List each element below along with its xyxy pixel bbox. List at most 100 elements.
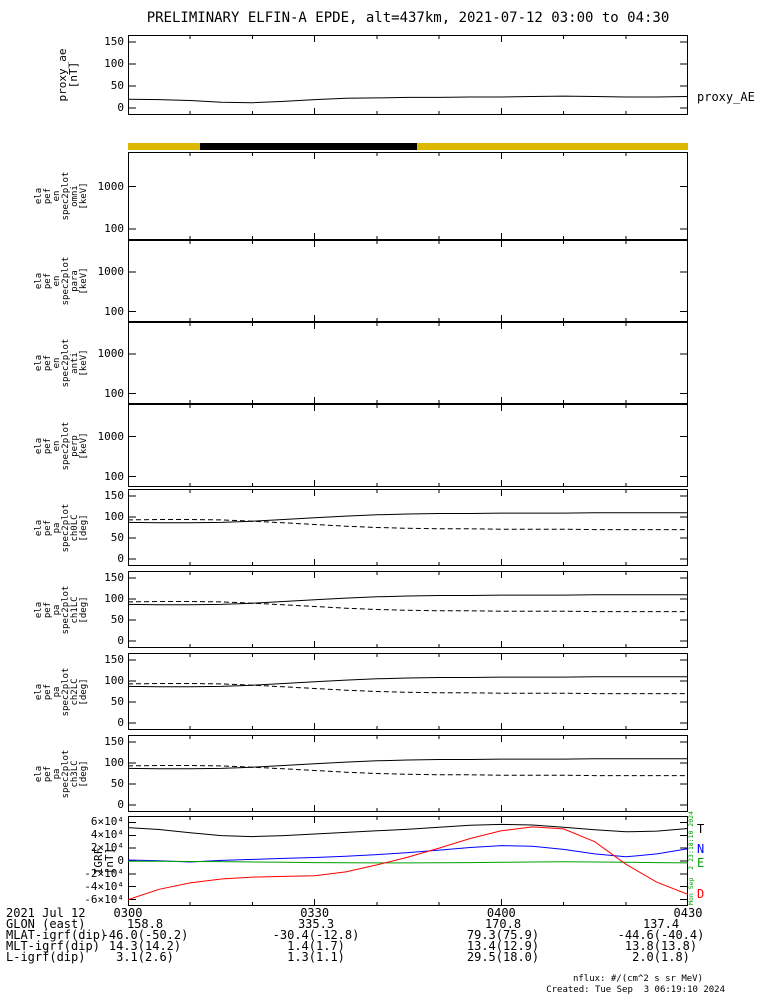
footer-value: 158.8 — [126, 917, 164, 931]
x-tick-label: 0330 — [300, 906, 330, 920]
panel-pa_ch0 — [128, 489, 688, 566]
panel-en_anti — [128, 322, 688, 404]
x-tick-label: 0400 — [486, 906, 516, 920]
y-tick-label: 150 — [104, 489, 124, 502]
y-tick-label: 100 — [104, 756, 124, 769]
panel-en_perp — [128, 404, 688, 487]
y-axis-label-en_para: ela pef en spec2plot para [keV] — [34, 256, 89, 306]
series-label-D: D — [697, 887, 705, 901]
y-tick-label: 6×10⁴ — [90, 815, 124, 828]
pa_ch1-anti-loss-cone-line — [128, 601, 688, 613]
y-axis-label-igrf: IGRF [nT] — [92, 847, 116, 875]
y-tick-label: 1000 — [97, 265, 125, 278]
en_para-plot-canvas — [128, 240, 688, 322]
footer-row-label: L-igrf(dip) — [6, 950, 86, 964]
panel-frame — [128, 404, 688, 487]
date-label: 2021 Jul 12 — [6, 906, 86, 920]
y-tick-label: 150 — [104, 653, 124, 666]
y-axis-label-en_perp: ela pef en spec2plot perp [keV] — [34, 421, 89, 470]
series-label-T: T — [697, 822, 705, 836]
y-tick-label: 0 — [117, 798, 124, 811]
panel-frame — [128, 240, 688, 322]
panel-pa_ch2 — [128, 653, 688, 730]
footer-value: -44.6(-40.4) — [617, 928, 705, 942]
side-timestamp: Mon Sep 2 23:18:10 2024 — [687, 811, 695, 905]
en_perp-plot-canvas — [128, 404, 688, 487]
panel-frame — [128, 489, 688, 566]
pa_ch1-plot-canvas — [128, 571, 688, 648]
plot-title: PRELIMINARY ELFIN-A EPDE, alt=437km, 202… — [146, 10, 670, 26]
igrf-plot-canvas — [128, 816, 688, 906]
footer-value: 2.0(1.8) — [632, 950, 690, 964]
y-axis-label-en_anti: ela pef en spec2plot anti [keV] — [34, 338, 89, 388]
footer-value: 137.4 — [642, 917, 680, 931]
y-tick-label: 150 — [104, 571, 124, 584]
igrf-D-line — [128, 826, 688, 901]
en_omni-plot-canvas — [128, 152, 688, 240]
panel-frame — [128, 35, 688, 115]
proxy_ae-proxy_AE-line — [128, 95, 688, 104]
y-axis-label-pa_ch2: ela pef pa spec2plot ch2LC [deg] — [34, 667, 89, 716]
y-tick-label: 4×10⁴ — [90, 828, 124, 841]
panel-pa_ch3 — [128, 735, 688, 812]
y-tick-label: 50 — [110, 695, 124, 708]
footer-value: 13.8(13.8) — [624, 939, 698, 953]
panel-pa_ch1 — [128, 571, 688, 648]
footer-value: 13.4(12.9) — [466, 939, 540, 953]
y-tick-label: 100 — [104, 222, 124, 235]
orbit-status-bar — [128, 143, 688, 150]
igrf-T-line — [128, 823, 688, 838]
footer-row-label: GLON (east) — [6, 917, 86, 931]
pa_ch2-anti-loss-cone-line — [128, 683, 688, 695]
panel-en_para — [128, 240, 688, 322]
x-tick-label: 0300 — [113, 906, 143, 920]
proxy_ae-plot-canvas — [128, 35, 688, 115]
y-tick-label: 0 — [117, 634, 124, 647]
created-timestamp: Created: Tue Sep 3 06:19:10 2024 — [546, 985, 725, 995]
y-axis-label-pa_ch0: ela pef pa spec2plot ch0LC [deg] — [34, 503, 89, 552]
pa_ch2-loss-cone-line — [128, 676, 688, 688]
y-axis-label-pa_ch1: ela pef pa spec2plot ch1LC [deg] — [34, 585, 89, 634]
y-axis-label-en_omni: ela pef en spec2plot omni [keV] — [34, 171, 89, 221]
panel-frame — [128, 735, 688, 812]
footer-row-label: MLAT-igrf(dip) — [6, 928, 108, 942]
y-tick-label: 1000 — [97, 430, 125, 443]
status-bar-segment — [200, 143, 417, 150]
pa_ch0-plot-canvas — [128, 489, 688, 566]
series-label-E: E — [697, 856, 705, 870]
panel-right-label: proxy_AE — [697, 90, 755, 104]
panel-frame — [128, 322, 688, 404]
footer-value: 1.3(1.1) — [287, 950, 345, 964]
y-tick-label: 150 — [104, 35, 124, 48]
y-tick-label: 100 — [104, 510, 124, 523]
pa_ch3-plot-canvas — [128, 735, 688, 812]
footer-value: 1.4(1.7) — [287, 939, 345, 953]
y-tick-label: 0 — [117, 854, 124, 867]
y-axis-label-proxy_ae: proxy_ae [nT] — [56, 48, 80, 102]
panel-proxy_ae — [128, 35, 688, 115]
y-tick-label: 100 — [104, 674, 124, 687]
pa_ch3-loss-cone-line — [128, 758, 688, 770]
y-tick-label: 0 — [117, 552, 124, 565]
y-tick-label: 100 — [104, 305, 124, 318]
pa_ch0-loss-cone-line — [128, 512, 688, 524]
x-tick-label: 0430 — [673, 906, 703, 920]
footer-value: 79.3(75.9) — [466, 928, 540, 942]
y-axis-label-pa_ch3: ela pef pa spec2plot ch3LC [deg] — [34, 749, 89, 798]
status-bar-segment — [128, 143, 201, 150]
nflux-units-note: nflux: #/(cm^2 s sr MeV) — [572, 974, 703, 984]
pa_ch1-loss-cone-line — [128, 594, 688, 606]
pa_ch2-plot-canvas — [128, 653, 688, 730]
footer-row-label: MLT-igrf(dip) — [6, 939, 100, 953]
y-tick-label: 100 — [104, 470, 124, 483]
footer-value: -46.0(-50.2) — [101, 928, 189, 942]
y-tick-label: 1000 — [97, 347, 125, 360]
igrf-E-line — [128, 860, 688, 864]
footer-value: -30.4(-12.8) — [272, 928, 360, 942]
y-tick-label: 2×10⁴ — [90, 841, 124, 854]
footer-value: 3.1(2.6) — [116, 950, 174, 964]
y-tick-label: 50 — [110, 79, 124, 92]
y-tick-label: 100 — [104, 387, 124, 400]
y-tick-label: 150 — [104, 735, 124, 748]
